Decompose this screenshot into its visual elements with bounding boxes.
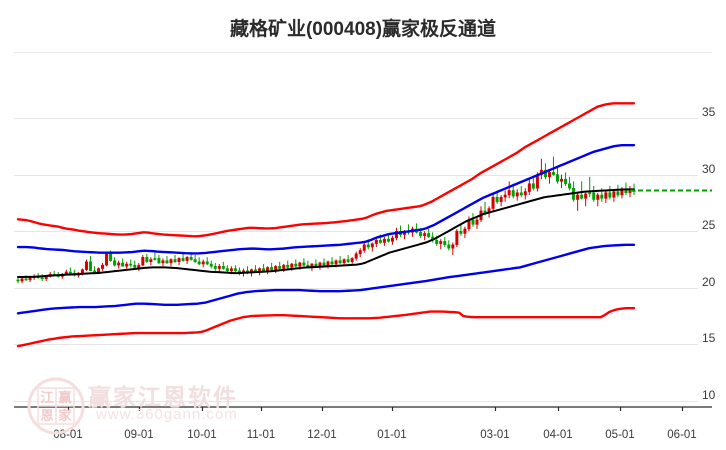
watermark-brand: 赢家江恩软件 — [88, 384, 238, 410]
x-axis-tick-label: 06-01 — [667, 429, 697, 441]
page-title: 藏格矿业(000408)赢家极反通道 — [229, 19, 497, 40]
svg-text:江: 江 — [40, 390, 53, 405]
plot-area[interactable] — [14, 55, 712, 411]
svg-text:恩: 恩 — [40, 408, 53, 423]
x-axis-tick-label: 10-01 — [187, 429, 217, 441]
watermark-url: www.360gann.com — [96, 406, 238, 423]
x-axis-tick-label: 05-01 — [605, 429, 635, 441]
x-axis-tick-label: 01-01 — [377, 429, 407, 441]
y-axis-tick-label: 30 — [702, 162, 716, 176]
x-axis-tick-label: 12-01 — [307, 429, 337, 441]
candlestick-series — [16, 156, 636, 284]
y-axis-tick-label: 20 — [702, 275, 716, 289]
x-axis-tick-label: 11-01 — [246, 429, 276, 441]
channel-bands — [16, 102, 636, 348]
gridlines — [14, 118, 698, 402]
svg-text:家: 家 — [58, 408, 72, 423]
y-axis-tick-label: 15 — [702, 331, 716, 345]
y-axis-tick-label: 10 — [702, 388, 716, 402]
axis-lines — [14, 406, 712, 411]
chart-canvas[interactable] — [14, 55, 726, 411]
x-axis-tick-label: 03-01 — [480, 429, 510, 441]
svg-text:赢: 赢 — [58, 390, 71, 405]
x-axis-tick-label: 09-01 — [124, 429, 154, 441]
watermark-seal-icon: 江 赢 恩 家 — [26, 376, 86, 436]
y-axis-tick-label: 25 — [702, 218, 716, 232]
x-axis-tick-label: 04-01 — [543, 429, 573, 441]
y-axis-tick-label: 35 — [702, 105, 716, 119]
title-divider — [14, 52, 712, 53]
